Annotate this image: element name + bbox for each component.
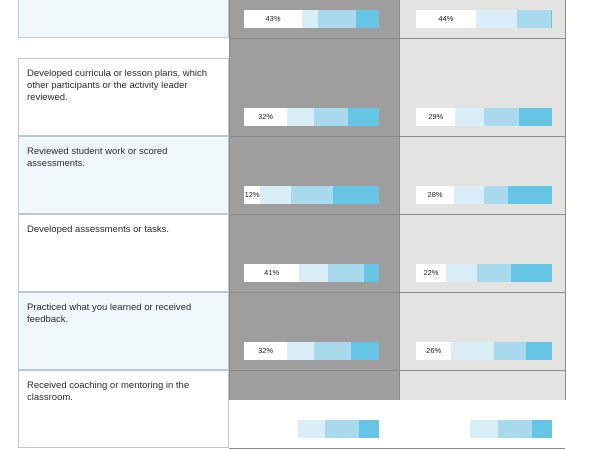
bar-segment (519, 108, 552, 126)
bar-segment (508, 186, 552, 204)
row-label-cell: Reviewed student work or scored assessme… (18, 136, 229, 214)
bar-segment (470, 420, 498, 438)
bar-segment (454, 186, 484, 204)
bar-segment (244, 10, 303, 28)
table-row: Developed curricula or lesson plans, whi… (0, 58, 600, 137)
category-label: Developed curricula or lesson plans, whi… (27, 68, 208, 103)
stacked-bar: 32% (244, 342, 379, 360)
stacked-bar (416, 420, 552, 438)
stacked-bar: 32% (244, 108, 379, 126)
data-label: 41% (264, 268, 280, 277)
table-row: Developed assessments or tasks. 41% 22% (0, 214, 600, 293)
bar-segment (350, 342, 379, 360)
column-divider (229, 0, 230, 400)
bar-segment (416, 10, 476, 28)
column-divider (399, 0, 400, 400)
bar-segment (475, 10, 517, 28)
bar-segment (302, 10, 319, 28)
category-label: Received coaching or mentoring in the cl… (27, 380, 190, 403)
row-divider (229, 214, 565, 215)
bar-segment (298, 420, 325, 438)
data-label: 32% (258, 346, 274, 355)
stacked-bar: 26% (416, 342, 552, 360)
table-row: Practiced what you learned or received f… (0, 292, 600, 371)
bar-segment (550, 10, 552, 28)
stacked-bar: 12% (244, 186, 379, 204)
bar-segment (516, 10, 551, 28)
bar-segment (511, 264, 552, 282)
bar-segment (356, 10, 379, 28)
bar-segment (451, 342, 494, 360)
bar-segment (416, 342, 452, 360)
bar-segment (314, 108, 348, 126)
bar-segment (244, 342, 288, 360)
data-label: 32% (258, 112, 274, 121)
bar-segment (484, 186, 509, 204)
data-label: 44% (438, 14, 454, 23)
bar-segment (287, 108, 315, 126)
bar-segment (244, 186, 261, 204)
row-divider (229, 292, 565, 293)
data-label: 43% (265, 14, 281, 23)
row-label-cell: Received coaching or mentoring in the cl… (18, 370, 229, 448)
stacked-bar: 28% (416, 186, 552, 204)
row-label-cell: Developed assessments or tasks. (18, 214, 229, 292)
stacked-bar: 22% (416, 264, 552, 282)
row-label-cell: Developed curricula or lesson plans, whi… (18, 58, 229, 136)
bar-segment (445, 264, 478, 282)
bar-segment (416, 264, 446, 282)
bar-segment (347, 108, 379, 126)
bar-segment (484, 108, 520, 126)
stacked-bar: 29% (416, 108, 552, 126)
bar-segment (493, 342, 527, 360)
stacked-bar: 43% (244, 10, 379, 28)
row-label-cell: Practiced what you learned or received f… (18, 292, 229, 370)
bar-segment (318, 10, 357, 28)
data-label: 28% (427, 190, 443, 199)
category-label: Reviewed student work or scored assessme… (27, 146, 168, 169)
bar-segment (287, 342, 315, 360)
bar-segment (299, 264, 328, 282)
bar-segment (325, 420, 359, 438)
row-divider (229, 136, 565, 137)
bar-segment (364, 264, 379, 282)
bar-segment (416, 420, 471, 438)
table-row: Reviewed student work or scored assessme… (0, 136, 600, 215)
column-divider (565, 0, 566, 400)
table-row: Received coaching or mentoring in the cl… (0, 370, 600, 449)
bar-segment (526, 342, 552, 360)
bar-segment (416, 108, 456, 126)
data-label: 26% (426, 346, 442, 355)
bar-segment (244, 264, 300, 282)
data-label: 29% (428, 112, 444, 121)
bar-segment (455, 108, 484, 126)
bar-segment (327, 264, 365, 282)
stacked-bar (244, 420, 379, 438)
bar-segment (260, 186, 292, 204)
data-label: 22% (423, 268, 439, 277)
bar-segment (244, 108, 288, 126)
stacked-bar: 41% (244, 264, 379, 282)
data-label: 12% (244, 190, 260, 199)
bar-segment (358, 420, 379, 438)
bar-segment (416, 186, 455, 204)
bar-segment (333, 186, 379, 204)
table-row: Led group discussions. 43% 44% (0, 0, 600, 39)
bar-segment (291, 186, 334, 204)
category-label: Practiced what you learned or received f… (27, 302, 192, 325)
bar-segment (497, 420, 532, 438)
row-divider (229, 370, 565, 371)
category-label: Developed assessments or tasks. (27, 224, 170, 235)
stacked-bar: 44% (416, 10, 552, 28)
row-divider (229, 38, 565, 39)
row-label-cell: Led group discussions. (18, 0, 229, 38)
bar-segment (477, 264, 512, 282)
bar-segment (244, 420, 298, 438)
bar-segment (314, 342, 351, 360)
bar-segment (531, 420, 552, 438)
